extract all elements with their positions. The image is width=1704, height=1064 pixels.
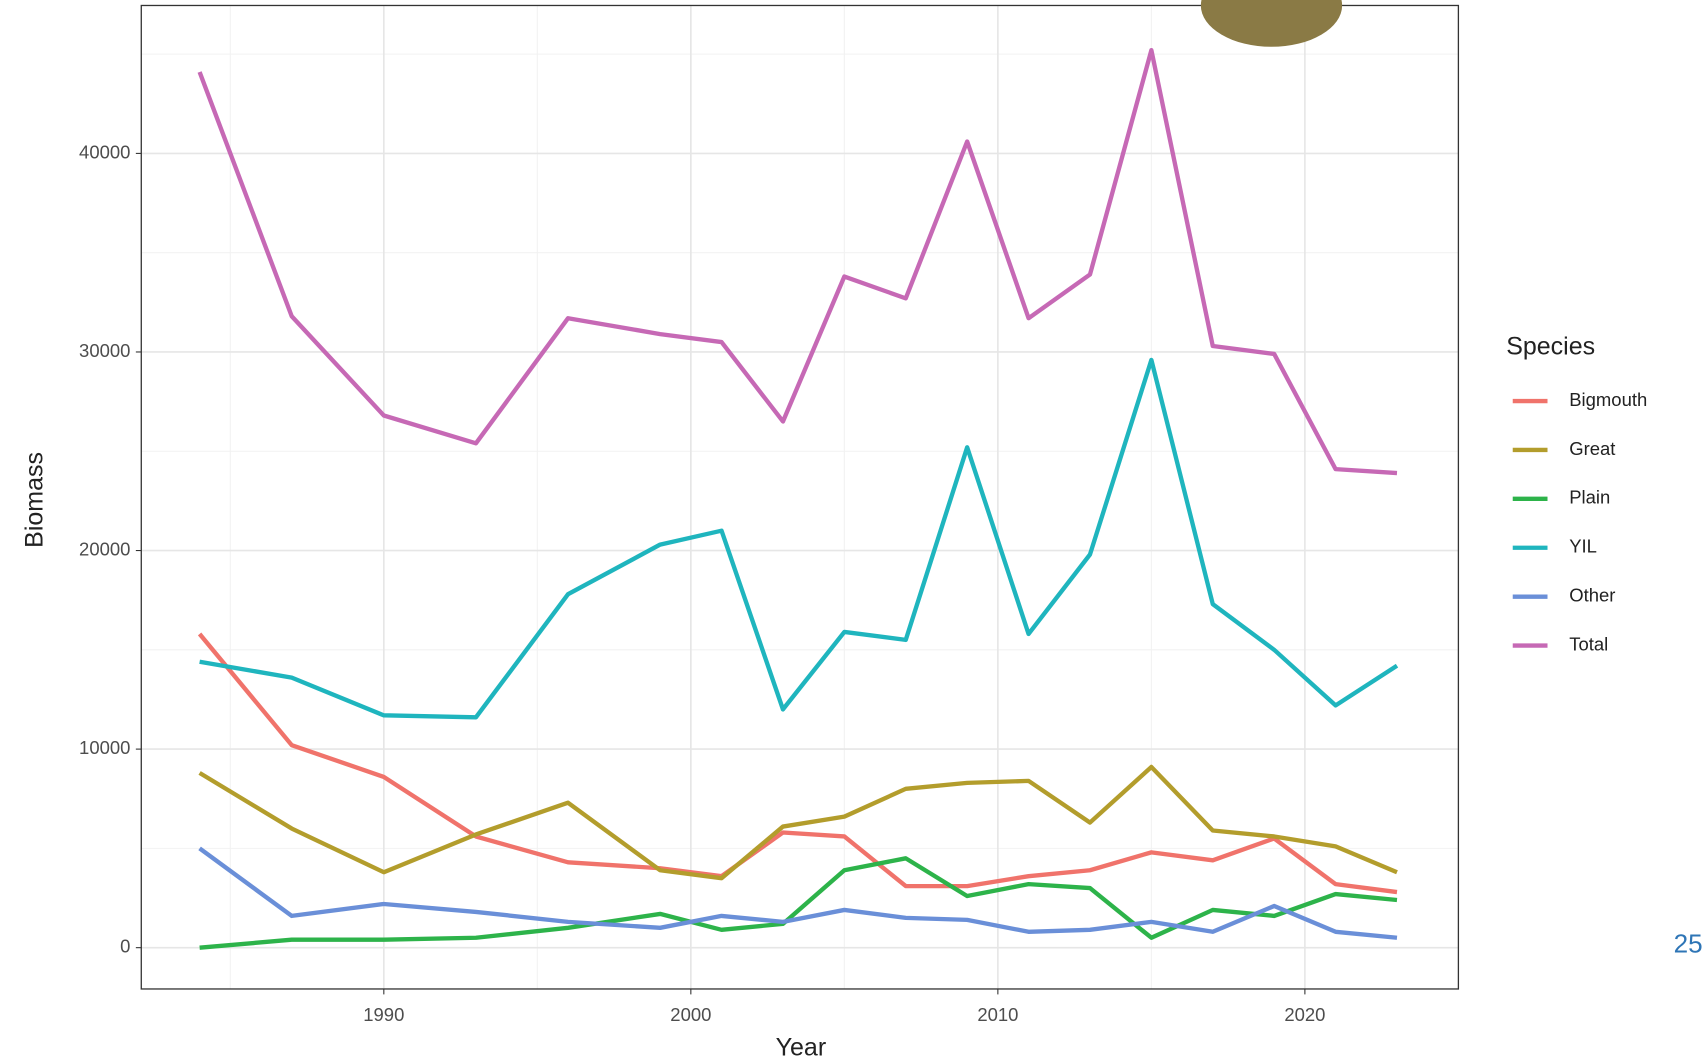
series-line bbox=[197, 47, 1398, 476]
legend-label: YIL bbox=[1569, 536, 1597, 557]
y-tick-label: 0 bbox=[120, 936, 130, 957]
legend-title: Species bbox=[1506, 332, 1595, 360]
y-tick-label: 10000 bbox=[79, 737, 130, 758]
legend-label: Great bbox=[1569, 438, 1615, 459]
y-tick-label: 30000 bbox=[79, 340, 130, 361]
x-tick-label: 2000 bbox=[670, 1004, 711, 1025]
page-number: 25 bbox=[1674, 928, 1703, 958]
x-axis-title: Year bbox=[776, 1033, 826, 1061]
series-line bbox=[197, 632, 1398, 895]
series-line bbox=[199, 357, 1399, 720]
series-line bbox=[198, 764, 1398, 881]
series-line bbox=[198, 846, 1398, 940]
legend-label: Other bbox=[1569, 585, 1615, 606]
y-tick-label: 20000 bbox=[79, 538, 130, 559]
fish-image bbox=[1200, 0, 1343, 47]
x-tick-label: 2020 bbox=[1284, 1004, 1325, 1025]
panel-border bbox=[140, 4, 1460, 990]
series-line bbox=[199, 856, 1398, 950]
x-tick-label: 2010 bbox=[977, 1004, 1018, 1025]
legend-label: Bigmouth bbox=[1569, 389, 1647, 410]
x-tick-label: 1990 bbox=[363, 1004, 404, 1025]
y-axis-title: Biomass bbox=[20, 452, 48, 548]
legend-label: Plain bbox=[1569, 487, 1610, 508]
legend-label: Total bbox=[1569, 633, 1608, 654]
y-tick-label: 40000 bbox=[79, 141, 130, 162]
plot-area: 0 10000 20000 30000 40000 1990 2000 2010 2020 bbox=[79, 4, 1460, 1025]
